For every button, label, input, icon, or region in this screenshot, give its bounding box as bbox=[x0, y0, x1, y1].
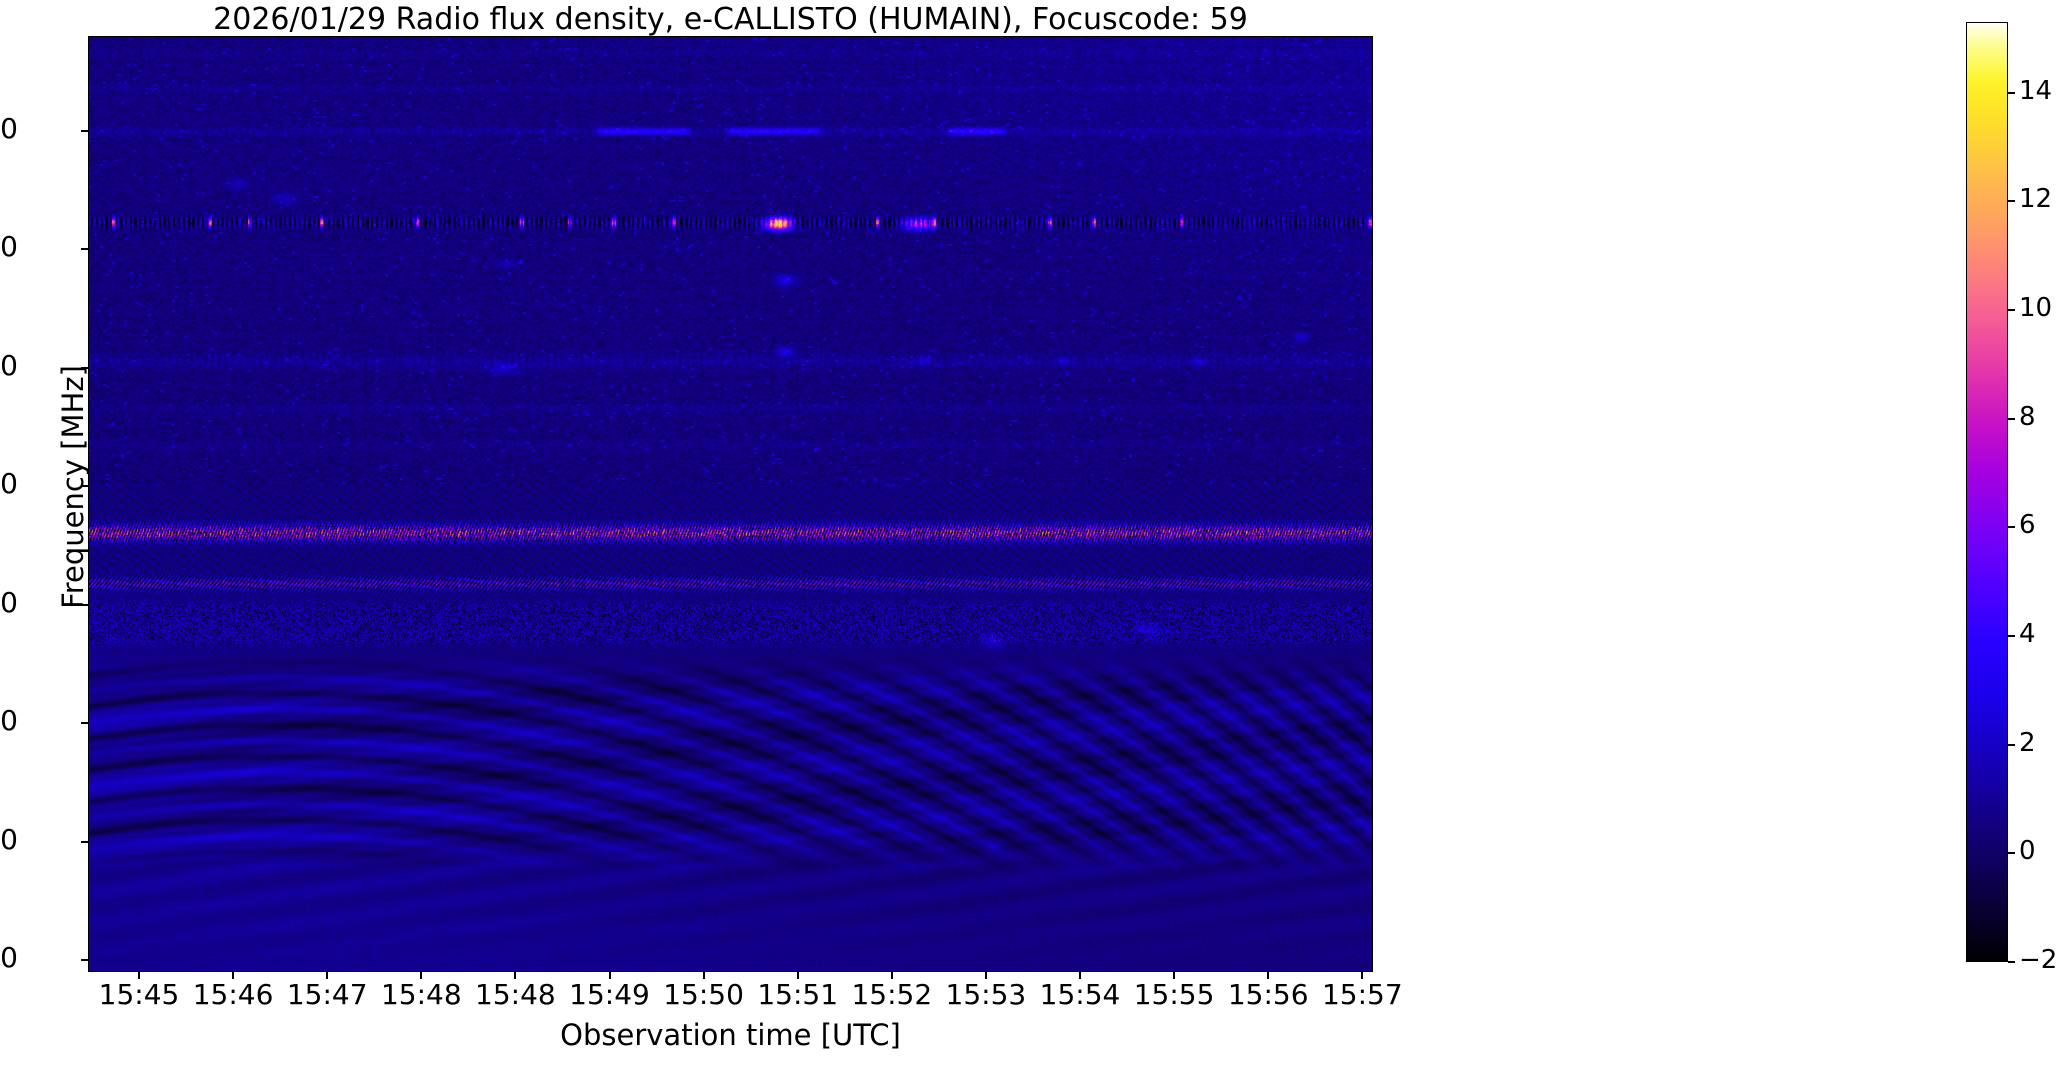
y-tick-label: 100 bbox=[0, 822, 18, 856]
spectrogram-image bbox=[88, 36, 1373, 972]
colorbar-tick-mark bbox=[2008, 91, 2015, 94]
colorbar-tick-mark bbox=[2008, 852, 2015, 855]
colorbar-tick-mark bbox=[2008, 743, 2015, 746]
x-tick-label: 15:51 bbox=[757, 978, 839, 1011]
x-tick-mark bbox=[326, 972, 329, 979]
x-tick-label: 15:57 bbox=[1321, 978, 1403, 1011]
y-tick-mark bbox=[81, 248, 88, 251]
colorbar-tick-label: 8 bbox=[2019, 401, 2036, 432]
x-tick-mark bbox=[232, 972, 235, 979]
x-tick-mark bbox=[608, 972, 611, 979]
x-tick-mark bbox=[1361, 972, 1364, 979]
y-tick-label: 350 bbox=[0, 230, 18, 264]
page-title: 2026/01/29 Radio flux density, e-CALLIST… bbox=[213, 2, 1248, 37]
x-tick-mark bbox=[796, 972, 799, 979]
x-tick-mark bbox=[890, 972, 893, 979]
x-tick-label: 15:47 bbox=[286, 978, 368, 1011]
colorbar-tick-mark bbox=[2008, 961, 2015, 963]
y-tick-mark bbox=[81, 485, 88, 488]
x-tick-mark bbox=[1267, 972, 1270, 979]
x-tick-label: 15:56 bbox=[1227, 978, 1309, 1011]
colorbar-tick-label: 10 bbox=[2019, 292, 2053, 323]
x-tick-mark bbox=[1173, 972, 1176, 979]
y-tick-label: 50 bbox=[0, 941, 18, 975]
colorbar-tick-label: 14 bbox=[2019, 75, 2053, 106]
colorbar-tick-label: 12 bbox=[2019, 184, 2053, 215]
y-tick-mark bbox=[81, 722, 88, 725]
spectrogram-plot-area[interactable] bbox=[88, 36, 1373, 972]
x-tick-mark bbox=[514, 972, 517, 979]
x-tick-label: 15:55 bbox=[1133, 978, 1215, 1011]
x-tick-label: 15:46 bbox=[192, 978, 274, 1011]
x-tick-mark bbox=[702, 972, 705, 979]
x-tick-label: 15:50 bbox=[663, 978, 744, 1011]
x-tick-label: 15:54 bbox=[1039, 978, 1121, 1011]
colorbar[interactable]: 14 12 10 8 6 4 2 0 −2 bbox=[1966, 22, 2057, 975]
y-tick-label: 150 bbox=[0, 704, 18, 738]
y-tick-label: 250 bbox=[0, 467, 18, 501]
x-tick-mark bbox=[984, 972, 987, 979]
x-tick-mark bbox=[138, 972, 140, 979]
colorbar-tick-label: 2 bbox=[2019, 727, 2036, 758]
y-tick-mark bbox=[81, 366, 88, 369]
y-tick-label: 400 bbox=[0, 111, 18, 145]
y-tick-mark bbox=[81, 959, 88, 962]
x-tick-mark bbox=[1079, 972, 1081, 979]
y-tick-label: 200 bbox=[0, 585, 18, 619]
colorbar-tick-mark bbox=[2008, 200, 2015, 203]
colorbar-tick-label: −2 bbox=[2019, 945, 2058, 975]
x-tick-label: 15:45 bbox=[98, 978, 180, 1011]
colorbar-tick-mark bbox=[2008, 526, 2015, 529]
x-axis-label: Observation time [UTC] bbox=[560, 1018, 901, 1052]
y-tick-label: 300 bbox=[0, 348, 18, 382]
colorbar-tick-label: 0 bbox=[2019, 836, 2036, 867]
colorbar-tick-mark bbox=[2008, 308, 2015, 311]
x-tick-label: 15:48 bbox=[380, 978, 462, 1011]
colorbar-tick-mark bbox=[2008, 417, 2015, 420]
x-tick-label: 15:49 bbox=[569, 978, 650, 1011]
y-tick-mark bbox=[81, 129, 88, 132]
x-tick-label: 15:48 bbox=[475, 978, 556, 1011]
x-tick-label: 15:53 bbox=[945, 978, 1027, 1011]
colorbar-gradient bbox=[1966, 22, 2008, 962]
y-tick-mark bbox=[81, 603, 88, 606]
y-tick-mark bbox=[81, 840, 88, 843]
colorbar-tick-label: 4 bbox=[2019, 618, 2036, 649]
colorbar-tick-label: 6 bbox=[2019, 510, 2036, 541]
x-tick-mark bbox=[420, 972, 423, 979]
colorbar-tick-mark bbox=[2008, 634, 2015, 637]
x-tick-label: 15:52 bbox=[851, 978, 933, 1011]
